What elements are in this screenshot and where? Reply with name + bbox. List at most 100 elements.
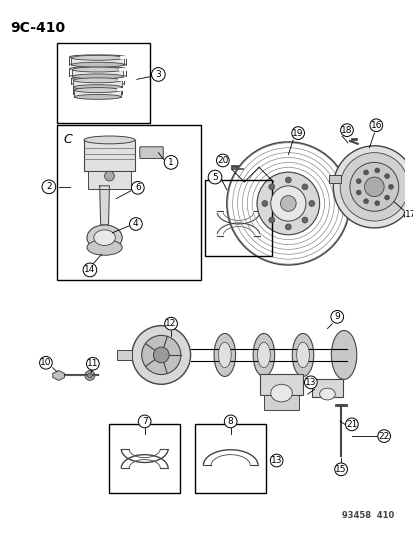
Circle shape xyxy=(131,181,144,194)
Circle shape xyxy=(261,200,267,206)
Circle shape xyxy=(304,376,316,389)
Circle shape xyxy=(268,217,274,223)
Text: 16: 16 xyxy=(370,121,381,130)
Bar xyxy=(57,125,201,280)
Circle shape xyxy=(164,156,178,169)
Text: 8: 8 xyxy=(227,417,233,426)
Text: 20: 20 xyxy=(217,156,228,165)
Circle shape xyxy=(377,430,389,442)
Ellipse shape xyxy=(71,62,124,67)
Circle shape xyxy=(330,311,343,323)
Ellipse shape xyxy=(73,78,122,83)
Bar xyxy=(71,58,124,64)
Circle shape xyxy=(356,190,360,195)
Bar xyxy=(195,424,265,493)
Circle shape xyxy=(349,163,398,211)
Circle shape xyxy=(216,154,229,167)
Ellipse shape xyxy=(72,74,123,79)
Ellipse shape xyxy=(71,55,124,60)
Circle shape xyxy=(285,224,291,230)
Text: 10: 10 xyxy=(40,358,52,367)
Circle shape xyxy=(270,454,282,467)
Circle shape xyxy=(138,415,151,428)
Ellipse shape xyxy=(214,334,235,376)
Bar xyxy=(84,140,135,171)
Ellipse shape xyxy=(257,342,270,368)
Ellipse shape xyxy=(330,330,356,379)
Text: 22: 22 xyxy=(377,432,389,441)
Bar xyxy=(329,175,340,183)
Ellipse shape xyxy=(218,342,230,368)
Bar xyxy=(263,395,298,410)
Text: 18: 18 xyxy=(340,126,352,135)
Ellipse shape xyxy=(94,230,115,246)
Text: 11: 11 xyxy=(87,359,98,368)
Text: 6: 6 xyxy=(135,183,140,192)
Circle shape xyxy=(356,179,360,183)
Circle shape xyxy=(85,370,95,381)
Text: 2: 2 xyxy=(46,182,52,191)
Text: 3: 3 xyxy=(155,70,161,79)
Bar xyxy=(205,180,271,256)
Text: 17: 17 xyxy=(404,209,413,219)
Bar xyxy=(109,424,179,493)
Circle shape xyxy=(384,174,389,179)
FancyBboxPatch shape xyxy=(140,147,163,158)
Bar xyxy=(57,43,149,123)
Bar xyxy=(311,379,342,397)
Text: 4: 4 xyxy=(133,220,138,229)
Text: 9: 9 xyxy=(334,312,339,321)
Ellipse shape xyxy=(292,334,313,376)
Circle shape xyxy=(132,326,190,384)
Text: 7: 7 xyxy=(141,417,147,426)
Circle shape xyxy=(268,184,274,190)
Circle shape xyxy=(374,168,379,173)
Circle shape xyxy=(403,208,413,221)
Ellipse shape xyxy=(319,388,335,400)
Circle shape xyxy=(285,177,291,183)
Text: 19: 19 xyxy=(292,128,303,138)
Circle shape xyxy=(369,119,382,132)
Ellipse shape xyxy=(270,384,292,402)
Ellipse shape xyxy=(296,342,309,368)
Ellipse shape xyxy=(73,85,122,90)
Circle shape xyxy=(129,217,142,230)
Bar xyxy=(74,90,121,97)
Circle shape xyxy=(364,177,383,197)
Circle shape xyxy=(301,217,307,223)
Circle shape xyxy=(363,170,368,175)
Text: 5: 5 xyxy=(211,173,217,182)
Bar xyxy=(117,350,132,360)
Text: 13: 13 xyxy=(304,378,316,387)
Ellipse shape xyxy=(74,87,121,93)
Circle shape xyxy=(332,146,413,228)
Circle shape xyxy=(164,317,177,330)
Polygon shape xyxy=(100,186,109,225)
Circle shape xyxy=(151,68,165,81)
Text: 12: 12 xyxy=(165,319,176,328)
Ellipse shape xyxy=(87,225,122,251)
Text: 13: 13 xyxy=(270,456,282,465)
Circle shape xyxy=(104,171,114,181)
Circle shape xyxy=(291,127,304,140)
Text: 15: 15 xyxy=(335,465,346,474)
Ellipse shape xyxy=(74,94,121,99)
Circle shape xyxy=(340,124,352,136)
Ellipse shape xyxy=(87,240,122,255)
Circle shape xyxy=(87,373,92,378)
Circle shape xyxy=(40,357,52,369)
Circle shape xyxy=(224,415,237,428)
Circle shape xyxy=(374,201,379,206)
Bar xyxy=(88,171,131,189)
Circle shape xyxy=(42,180,56,193)
Circle shape xyxy=(86,358,99,370)
Circle shape xyxy=(301,184,307,190)
Polygon shape xyxy=(52,370,64,381)
Text: 9C-410: 9C-410 xyxy=(10,21,65,35)
Ellipse shape xyxy=(84,136,135,144)
Bar xyxy=(72,69,123,76)
Circle shape xyxy=(256,172,319,235)
Circle shape xyxy=(339,152,408,221)
Bar xyxy=(259,374,302,395)
Ellipse shape xyxy=(72,67,123,72)
